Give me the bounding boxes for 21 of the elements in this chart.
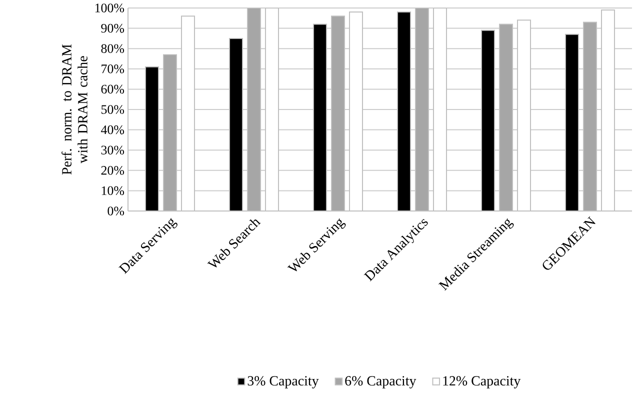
y-tick-label: 80% [101,44,124,53]
y-tick-label: 100% [95,4,124,12]
legend-label: 12% Capacity [443,376,521,388]
bar [482,30,494,211]
bar [230,38,242,211]
bar [398,12,410,211]
bar [565,34,579,211]
y-axis-title: Perf. norm. to DRAM with DRAM cache [62,44,88,175]
y-tick-label: 20% [101,166,124,175]
y-tick-label: 40% [100,125,124,134]
y-tick-label: 30% [101,146,124,154]
y-tick-label: 70% [102,64,124,74]
y-tick-label: 90% [101,24,124,33]
bar [314,24,326,211]
y-tick-label: 60% [101,84,124,94]
y-tick-label: 50% [101,105,124,114]
legend-label: 3% Capacity [248,376,319,388]
y-tick-label: 10% [102,186,124,196]
bar [146,66,158,211]
legend-label: 6% Capacity [345,376,416,388]
y-tick-label: 0% [108,206,124,216]
